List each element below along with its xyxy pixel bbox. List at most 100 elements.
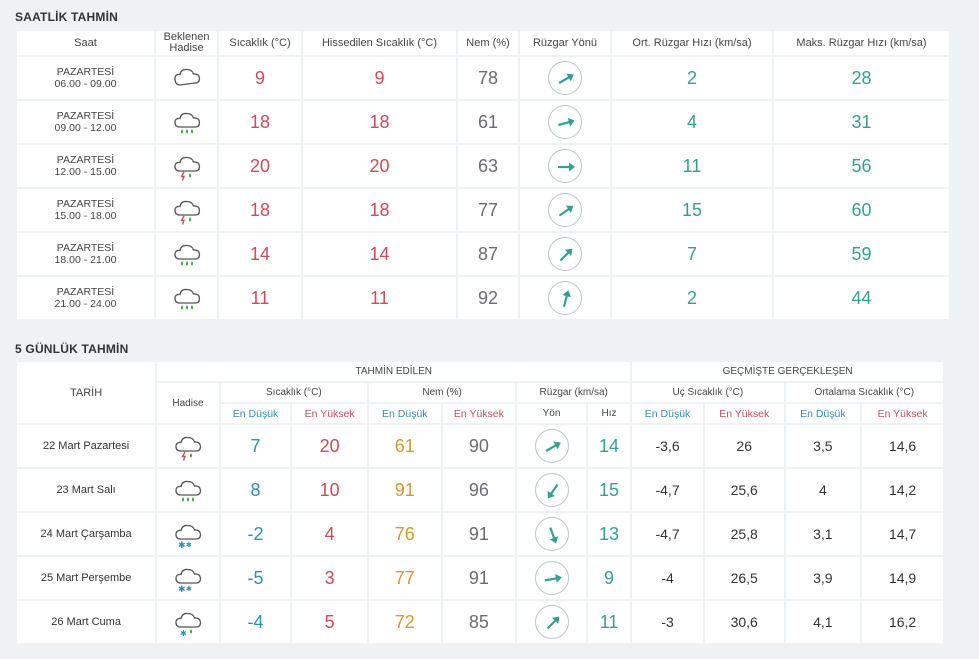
humidity-max-value: 85 <box>442 601 516 643</box>
daily-row: 26 Mart Cuma ✱ -4 5 72 85 11 -3 30,6 4,1 16,2 <box>17 601 943 643</box>
weather-icon-cell <box>156 145 217 187</box>
temp-max-value: 4 <box>292 513 367 555</box>
avg-max-value: 14,9 <box>862 557 943 599</box>
wind-avg-value: 11 <box>612 145 772 187</box>
avg-max-value: 16,2 <box>862 601 943 643</box>
rain-icon <box>156 237 217 271</box>
day-label: PAZARTESİ <box>56 242 115 254</box>
header-wind-max: Maks. Rüzgar Hızı (km/sa) <box>774 31 949 55</box>
extreme-min-value: -4,7 <box>632 469 703 511</box>
temp-min-value: -5 <box>220 557 291 599</box>
wind-direction-cell <box>517 601 586 643</box>
header-humidity-max: En Yüksek <box>442 404 516 423</box>
thunderstorm-icon <box>156 149 217 183</box>
wind-arrow-icon <box>548 193 582 227</box>
feels-value: 9 <box>303 57 456 99</box>
wind-max-value: 31 <box>774 101 949 143</box>
wind-arrow-icon <box>548 237 582 271</box>
extreme-max-value: 26 <box>704 425 784 467</box>
cloudy-icon <box>156 61 217 95</box>
header-extreme-temp: Uç Sıcaklık (°C) <box>632 383 784 402</box>
rain-icon <box>156 105 217 139</box>
header-humidity: Nem (%) <box>458 31 518 55</box>
weather-icon-cell <box>156 57 217 99</box>
date-cell: 26 Mart Cuma <box>17 601 156 643</box>
hourly-row: PAZARTESİ 21.00 - 24.00 11 11 92 2 44 <box>17 277 949 319</box>
humidity-value: 87 <box>458 233 518 275</box>
day-label: PAZARTESİ <box>56 198 115 210</box>
svg-text:✱: ✱ <box>178 585 186 595</box>
temp-value: 18 <box>219 101 301 143</box>
feels-value: 18 <box>303 101 456 143</box>
daily-row: 22 Mart Pazartesi 7 20 61 90 14 -3,6 26 3,5 14,6 <box>17 425 943 467</box>
weather-icon-cell: ✱ ✱ <box>157 557 219 599</box>
hourly-row: PAZARTESİ 06.00 - 09.00 9 9 78 2 28 <box>17 57 949 99</box>
thunderstorm-icon <box>156 193 217 227</box>
time-cell: PAZARTESİ 18.00 - 21.00 <box>17 233 154 275</box>
header-temp-max: En Yüksek <box>292 404 367 423</box>
wind-max-value: 60 <box>774 189 949 231</box>
time-cell: PAZARTESİ 15.00 - 18.00 <box>17 189 154 231</box>
wind-arrow-icon <box>534 429 569 463</box>
avg-max-value: 14,2 <box>862 469 943 511</box>
day-label: PAZARTESİ <box>56 66 115 78</box>
header-humidity: Nem (%) <box>368 383 516 402</box>
weather-icon-cell: ✱ ✱ <box>157 513 219 555</box>
wind-arrow-icon <box>548 281 582 315</box>
daily-forecast-table: TARİH TAHMİN EDİLEN GEÇMİŞTE GERÇEKLEŞEN… <box>15 360 945 645</box>
header-temp: Sıcaklık (°C) <box>219 31 301 55</box>
wind-direction-cell <box>520 101 610 143</box>
feels-value: 20 <box>303 145 456 187</box>
extreme-max-value: 26,5 <box>704 557 784 599</box>
temp-min-value: 7 <box>220 425 291 467</box>
wind-avg-value: 4 <box>612 101 772 143</box>
header-event: Hadise <box>157 383 219 423</box>
header-time: Saat <box>17 31 154 55</box>
wind-speed-value: 15 <box>587 469 631 511</box>
header-temp-min: En Düşük <box>220 404 291 423</box>
extreme-min-value: -3 <box>632 601 703 643</box>
temp-min-value: -4 <box>220 601 291 643</box>
time-cell: PAZARTESİ 21.00 - 24.00 <box>17 277 154 319</box>
hourly-row: PAZARTESİ 12.00 - 15.00 20 20 63 11 56 <box>17 145 949 187</box>
header-wind-avg: Ort. Rüzgar Hızı (km/sa) <box>612 31 772 55</box>
date-cell: 24 Mart Çarşamba <box>17 513 156 555</box>
daily-row: 24 Mart Çarşamba ✱ ✱ -2 4 76 91 13 -4,7 25,8 3,1 14… <box>17 513 943 555</box>
weather-icon-cell <box>157 469 219 511</box>
wind-avg-value: 2 <box>612 57 772 99</box>
time-cell: PAZARTESİ 06.00 - 09.00 <box>17 57 154 99</box>
header-feels: Hissedilen Sıcaklık (°C) <box>303 31 456 55</box>
hourly-section-title: SAATLİK TAHMİN <box>15 10 119 24</box>
wind-max-value: 56 <box>774 145 949 187</box>
temp-value: 14 <box>219 233 301 275</box>
wind-arrow-icon <box>534 561 569 595</box>
date-cell: 23 Mart Salı <box>17 469 156 511</box>
humidity-max-value: 91 <box>442 557 516 599</box>
svg-text:✱: ✱ <box>186 541 192 549</box>
time-cell: PAZARTESİ 09.00 - 12.00 <box>17 101 154 143</box>
svg-text:✱: ✱ <box>180 629 187 638</box>
header-extreme-max: En Yüksek <box>704 404 784 423</box>
feels-value: 14 <box>303 233 456 275</box>
time-range: 18.00 - 21.00 <box>54 254 117 266</box>
header-date: TARİH <box>17 362 156 423</box>
avg-min-value: 4,1 <box>785 601 861 643</box>
header-past-group: GEÇMİŞTE GERÇEKLEŞEN <box>632 362 943 381</box>
avg-min-value: 4 <box>785 469 861 511</box>
snow-icon: ✱ ✱ <box>157 517 219 551</box>
wind-speed-value: 9 <box>587 557 631 599</box>
wind-arrow-icon <box>548 149 582 183</box>
feels-value: 18 <box>303 189 456 231</box>
header-forecast-group: TAHMİN EDİLEN <box>157 362 631 381</box>
avg-min-value: 3,1 <box>785 513 861 555</box>
wind-direction-cell <box>520 189 610 231</box>
extreme-max-value: 25,6 <box>704 469 784 511</box>
wind-arrow-icon <box>534 517 569 551</box>
header-avg-min: En Düşük <box>785 404 861 423</box>
humidity-max-value: 90 <box>442 425 516 467</box>
day-label: PAZARTESİ <box>56 110 115 122</box>
weather-icon-cell <box>156 101 217 143</box>
header-extreme-min: En Düşük <box>632 404 703 423</box>
day-label: PAZARTESİ <box>56 286 115 298</box>
temp-value: 11 <box>219 277 301 319</box>
